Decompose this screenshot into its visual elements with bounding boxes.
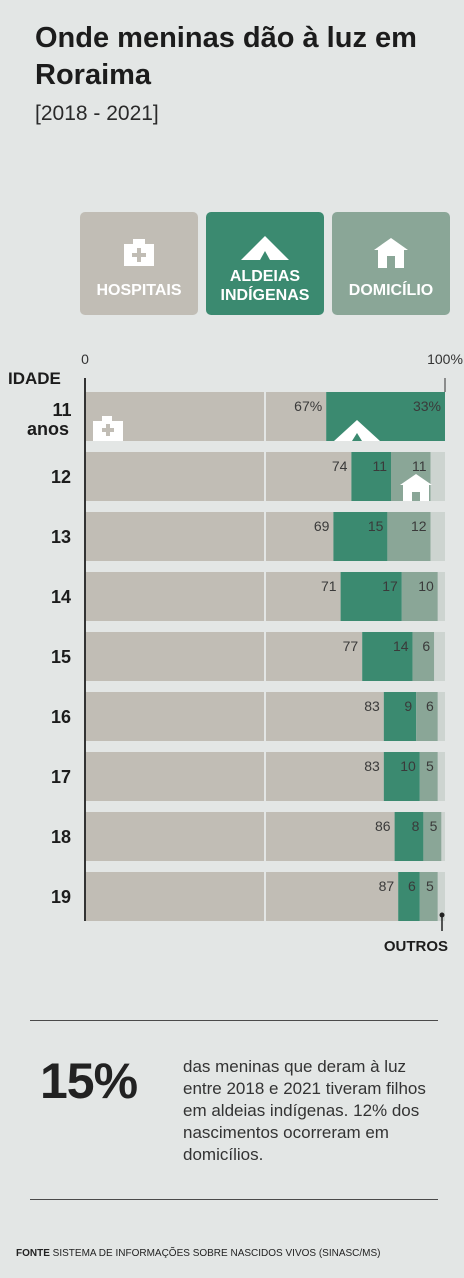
chart-title: Onde meninas dão à luz em Roraima	[35, 22, 417, 91]
category-label-0: 11	[52, 400, 71, 420]
house-icon-inline-door	[412, 492, 420, 501]
x-tick-100: 100%	[427, 351, 463, 367]
tent-icon-inline	[334, 420, 380, 441]
bar-3-5	[437, 692, 445, 741]
bar-2-7	[423, 812, 442, 861]
highlight-value: 15%	[40, 1053, 138, 1109]
label-2-4: 6	[422, 638, 430, 654]
house-icon-inline	[400, 474, 432, 501]
label-2-1: 11	[412, 458, 427, 474]
label-0-4: 77	[343, 638, 359, 654]
bar-1-6	[383, 752, 420, 801]
bar-3-3	[437, 572, 445, 621]
bar-0-3	[85, 572, 341, 621]
bar-1-5	[383, 692, 417, 741]
house-icon	[374, 230, 408, 276]
label-2-8: 5	[426, 878, 434, 894]
bar-0-7	[85, 812, 395, 861]
category-label-0-unit: anos	[27, 419, 69, 439]
label-0-2: 69	[314, 518, 330, 534]
legend-domicilio-label: DOMICÍLIO	[348, 282, 434, 299]
bar-3-6	[437, 752, 445, 801]
label-1-4: 14	[393, 638, 409, 654]
bar-2-8	[419, 872, 438, 921]
bar-1-8	[398, 872, 420, 921]
legend-hospitais-label: HOSPITAIS	[96, 282, 182, 299]
x-tick-0: 0	[81, 351, 89, 367]
others-label: OUTROS	[384, 938, 448, 955]
category-label-7: 18	[51, 827, 71, 847]
source-text: SISTEMA DE INFORMAÇÕES SOBRE NASCIDOS VI…	[52, 1248, 381, 1259]
bar-2-6	[419, 752, 438, 801]
bar-1-1	[351, 452, 391, 501]
bar-3-4	[434, 632, 445, 681]
legend-aldeias-label: ALDEIAS INDÍGENAS	[220, 268, 310, 304]
label-0-7: 86	[375, 818, 391, 834]
legend-aldeias[interactable]: ALDEIAS INDÍGENAS	[206, 212, 324, 315]
label-0-6: 83	[364, 758, 380, 774]
bar-1-7	[394, 812, 424, 861]
label-1-5: 9	[404, 698, 412, 714]
chart-subtitle: [2018 - 2021]	[35, 102, 159, 125]
label-1-3: 17	[382, 578, 398, 594]
label-2-2: 12	[411, 518, 427, 534]
label-0-0: 67%	[294, 398, 322, 414]
bar-1-4	[362, 632, 413, 681]
label-1-0: 33%	[413, 398, 441, 414]
tent-icon	[241, 230, 289, 267]
category-label-3: 14	[51, 587, 71, 607]
label-1-1: 11	[372, 458, 387, 474]
bar-0-2	[85, 512, 334, 561]
hospital-icon-inline-top	[102, 416, 112, 422]
bar-1-3	[340, 572, 402, 621]
category-label-5: 16	[51, 707, 71, 727]
bar-1-2	[333, 512, 388, 561]
label-0-8: 87	[379, 878, 395, 894]
bar-0-6	[85, 752, 384, 801]
category-label-4: 15	[51, 647, 71, 667]
label-2-6: 5	[426, 758, 434, 774]
bar-3-8	[437, 872, 445, 921]
bar-0-4	[85, 632, 363, 681]
label-2-7: 5	[430, 818, 438, 834]
bar-2-4	[412, 632, 435, 681]
source-note: FONTE SISTEMA DE INFORMAÇÕES SOBRE NASCI…	[16, 1248, 381, 1259]
bar-2-5	[416, 692, 438, 741]
divider-top	[30, 1020, 438, 1021]
others-marker-dot	[439, 912, 445, 918]
label-1-7: 8	[412, 818, 420, 834]
bar-0-1	[85, 452, 352, 501]
label-0-5: 83	[364, 698, 380, 714]
bar-3-7	[441, 812, 445, 861]
label-2-3: 10	[418, 578, 434, 594]
bar-0-0	[85, 392, 327, 441]
label-1-2: 15	[368, 518, 384, 534]
source-label: FONTE	[16, 1248, 50, 1259]
legend-domicilio[interactable]: DOMICÍLIO	[332, 212, 450, 315]
bar-2-3	[401, 572, 438, 621]
y-axis-title: IDADE	[8, 369, 61, 388]
category-label-2: 13	[51, 527, 71, 547]
tent-icon-inline-door	[352, 433, 362, 441]
bar-3-1	[430, 452, 445, 501]
bar-2-2	[387, 512, 431, 561]
hospital-icon-inline-cross-h	[102, 428, 114, 432]
category-label-8: 19	[51, 887, 71, 907]
highlight-text: das meninas que deram à luz entre 2018 e…	[183, 1057, 426, 1164]
label-1-8: 6	[408, 878, 416, 894]
legend-hospitais[interactable]: HOSPITAIS	[80, 212, 198, 315]
label-0-1: 74	[332, 458, 348, 474]
label-1-6: 10	[400, 758, 416, 774]
hospital-icon	[122, 230, 156, 276]
label-0-3: 71	[321, 578, 337, 594]
bar-0-8	[85, 872, 399, 921]
label-2-5: 6	[426, 698, 434, 714]
category-label-6: 17	[51, 767, 71, 787]
category-label-1: 12	[51, 467, 71, 487]
bar-3-2	[430, 512, 445, 561]
bar-0-5	[85, 692, 384, 741]
divider-bottom	[30, 1199, 438, 1200]
